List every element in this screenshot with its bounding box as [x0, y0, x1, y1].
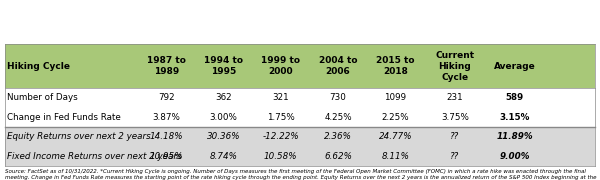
- Bar: [5, 88, 595, 108]
- Text: 2004 to
2006: 2004 to 2006: [319, 56, 358, 76]
- Text: 2.25%: 2.25%: [382, 113, 409, 122]
- Bar: [5, 108, 595, 127]
- Text: 11.89%: 11.89%: [496, 132, 533, 141]
- Text: Number of Days: Number of Days: [7, 93, 78, 102]
- Text: 10.95%: 10.95%: [149, 152, 183, 161]
- Text: 9.00%: 9.00%: [499, 152, 530, 161]
- Text: 3.15%: 3.15%: [499, 113, 530, 122]
- Text: 1994 to
1995: 1994 to 1995: [204, 56, 243, 76]
- Text: 6.62%: 6.62%: [324, 152, 352, 161]
- Text: 24.77%: 24.77%: [379, 132, 412, 141]
- Text: 1999 to
2000: 1999 to 2000: [262, 56, 301, 76]
- Text: 3.00%: 3.00%: [209, 113, 238, 122]
- Text: ??: ??: [451, 152, 460, 161]
- Text: 589: 589: [506, 93, 524, 102]
- Text: 8.11%: 8.11%: [382, 152, 409, 161]
- Text: 2015 to
2018: 2015 to 2018: [376, 56, 415, 76]
- Text: 4.25%: 4.25%: [324, 113, 352, 122]
- Text: Fixed Income Returns over next 2 years: Fixed Income Returns over next 2 years: [7, 152, 182, 161]
- Text: 8.74%: 8.74%: [209, 152, 238, 161]
- Text: 792: 792: [158, 93, 175, 102]
- Text: 362: 362: [215, 93, 232, 102]
- Text: 2.36%: 2.36%: [324, 132, 352, 141]
- Text: Source: FactSet as of 10/31/2022. *Current Hiking Cycle is ongoing. Number of Da: Source: FactSet as of 10/31/2022. *Curre…: [5, 169, 596, 180]
- Text: 14.18%: 14.18%: [149, 132, 183, 141]
- Text: -12.22%: -12.22%: [262, 132, 299, 141]
- Text: Change in Fed Funds Rate: Change in Fed Funds Rate: [7, 113, 121, 122]
- Text: ??: ??: [451, 132, 460, 141]
- Text: 10.58%: 10.58%: [264, 152, 298, 161]
- Text: 30.36%: 30.36%: [207, 132, 241, 141]
- Text: 1.75%: 1.75%: [267, 113, 295, 122]
- Text: 321: 321: [272, 93, 289, 102]
- Text: Average: Average: [494, 62, 535, 71]
- Bar: [5, 127, 595, 147]
- Text: Equity Returns over next 2 years: Equity Returns over next 2 years: [7, 132, 151, 141]
- Text: 3.87%: 3.87%: [152, 113, 180, 122]
- Bar: [5, 44, 595, 88]
- Text: 1099: 1099: [384, 93, 406, 102]
- Text: 3.75%: 3.75%: [441, 113, 469, 122]
- Text: 730: 730: [329, 93, 347, 102]
- Text: 1987 to
1989: 1987 to 1989: [147, 56, 186, 76]
- Text: Hiking Cycle: Hiking Cycle: [7, 62, 70, 71]
- Text: Current
Hiking
Cycle: Current Hiking Cycle: [436, 51, 475, 82]
- Text: 231: 231: [446, 93, 463, 102]
- Bar: [5, 147, 595, 166]
